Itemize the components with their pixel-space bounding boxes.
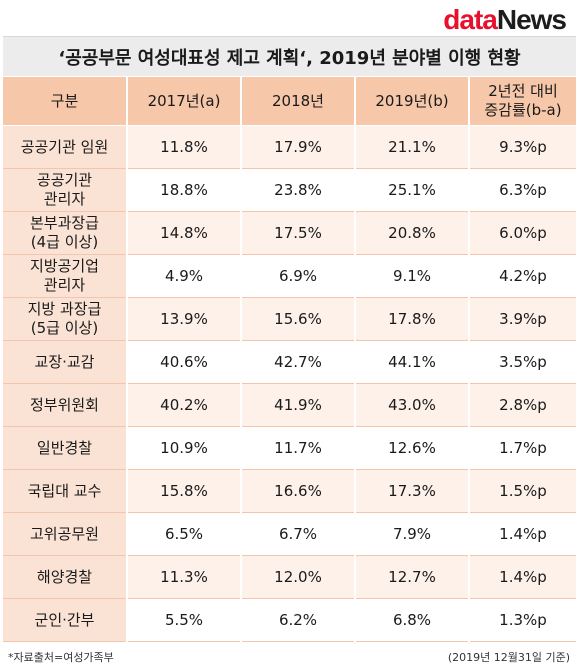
logo-part-data: data [443, 4, 498, 35]
value-2018: 42.7% [241, 340, 356, 384]
table-row: 해양경찰 11.3% 12.0% 12.7% 1.4%p [3, 555, 576, 599]
value-2019: 12.6% [355, 426, 470, 470]
value-change: 1.5%p [469, 469, 576, 513]
row-label: 지방공기업 관리자 [3, 254, 128, 298]
value-change: 1.3%p [469, 598, 576, 642]
reference-date: (2019년 12월31일 기준) [447, 651, 570, 664]
value-2018: 6.7% [241, 512, 356, 556]
table-row: 공공기관 임원 11.8% 17.9% 21.1% 9.3%p [3, 125, 576, 169]
table-row: 국립대 교수 15.8% 16.6% 17.3% 1.5%p [3, 469, 576, 513]
header-2017: 2017년(a) [127, 77, 242, 126]
value-2018: 12.0% [241, 555, 356, 599]
value-2018: 23.8% [241, 168, 356, 212]
value-2018: 6.2% [241, 598, 356, 642]
value-2018: 15.6% [241, 297, 356, 341]
value-2017: 13.9% [127, 297, 242, 341]
value-2017: 5.5% [127, 598, 242, 642]
table-row: 지방 과장급 (5급 이상) 13.9% 15.6% 17.8% 3.9%p [3, 297, 576, 341]
value-2017: 40.2% [127, 383, 242, 427]
value-2017: 4.9% [127, 254, 242, 298]
header-change: 2년전 대비 증감률(b-a) [469, 77, 576, 126]
value-2019: 12.7% [355, 555, 470, 599]
table-row: 고위공무원 6.5% 6.7% 7.9% 1.4%p [3, 512, 576, 556]
value-2018: 17.9% [241, 125, 356, 169]
value-2017: 40.6% [127, 340, 242, 384]
row-label: 군인·간부 [3, 598, 128, 642]
value-2019: 21.1% [355, 125, 470, 169]
footer: *자료출처=여성가족부 (2019년 12월31일 기준) [8, 649, 570, 665]
table-row: 교장·교감 40.6% 42.7% 44.1% 3.5%p [3, 340, 576, 384]
table-row: 본부과장급 (4급 이상) 14.8% 17.5% 20.8% 6.0%p [3, 211, 576, 255]
value-2019: 7.9% [355, 512, 470, 556]
header-2019: 2019년(b) [355, 77, 470, 126]
value-2019: 6.8% [355, 598, 470, 642]
table-row: 정부위원회 40.2% 41.9% 43.0% 2.8%p [3, 383, 576, 427]
header-2018: 2018년 [241, 77, 356, 126]
data-table: 구분 2017년(a) 2018년 2019년(b) 2년전 대비 증감률(b-… [3, 77, 576, 642]
value-2018: 16.6% [241, 469, 356, 513]
value-change: 1.4%p [469, 555, 576, 599]
value-2017: 14.8% [127, 211, 242, 255]
value-change: 9.3%p [469, 125, 576, 169]
value-2019: 17.8% [355, 297, 470, 341]
value-2019: 25.1% [355, 168, 470, 212]
table-header-row: 구분 2017년(a) 2018년 2019년(b) 2년전 대비 증감률(b-… [3, 77, 576, 126]
table-row: 일반경찰 10.9% 11.7% 12.6% 1.7%p [3, 426, 576, 470]
table-title: ‘공공부문 여성대표성 제고 계획‘, 2019년 분야별 이행 현황 [3, 36, 576, 76]
value-change: 3.5%p [469, 340, 576, 384]
row-label: 공공기관 관리자 [3, 168, 128, 212]
value-2017: 11.3% [127, 555, 242, 599]
datanews-logo: dataNews [443, 4, 567, 36]
header-category: 구분 [3, 77, 128, 126]
value-change: 6.3%p [469, 168, 576, 212]
row-label: 공공기관 임원 [3, 125, 128, 169]
source-note: *자료출처=여성가족부 [8, 651, 114, 664]
value-2019: 17.3% [355, 469, 470, 513]
value-2019: 43.0% [355, 383, 470, 427]
row-label: 교장·교감 [3, 340, 128, 384]
value-2018: 41.9% [241, 383, 356, 427]
row-label: 해양경찰 [3, 555, 128, 599]
table-row: 지방공기업 관리자 4.9% 6.9% 9.1% 4.2%p [3, 254, 576, 298]
value-2018: 17.5% [241, 211, 356, 255]
value-2017: 11.8% [127, 125, 242, 169]
logo-part-news: News [496, 4, 567, 35]
table-row: 공공기관 관리자 18.8% 23.8% 25.1% 6.3%p [3, 168, 576, 212]
value-2017: 18.8% [127, 168, 242, 212]
value-2018: 6.9% [241, 254, 356, 298]
table-row: 군인·간부 5.5% 6.2% 6.8% 1.3%p [3, 598, 576, 642]
row-label: 지방 과장급 (5급 이상) [3, 297, 128, 341]
value-change: 6.0%p [469, 211, 576, 255]
value-2019: 20.8% [355, 211, 470, 255]
value-change: 1.7%p [469, 426, 576, 470]
value-change: 1.4%p [469, 512, 576, 556]
row-label: 본부과장급 (4급 이상) [3, 211, 128, 255]
value-2019: 44.1% [355, 340, 470, 384]
row-label: 정부위원회 [3, 383, 128, 427]
value-change: 3.9%p [469, 297, 576, 341]
row-label: 일반경찰 [3, 426, 128, 470]
value-2018: 11.7% [241, 426, 356, 470]
row-label: 국립대 교수 [3, 469, 128, 513]
value-change: 2.8%p [469, 383, 576, 427]
value-2017: 6.5% [127, 512, 242, 556]
value-change: 4.2%p [469, 254, 576, 298]
value-2017: 10.9% [127, 426, 242, 470]
row-label: 고위공무원 [3, 512, 128, 556]
value-2019: 9.1% [355, 254, 470, 298]
value-2017: 15.8% [127, 469, 242, 513]
